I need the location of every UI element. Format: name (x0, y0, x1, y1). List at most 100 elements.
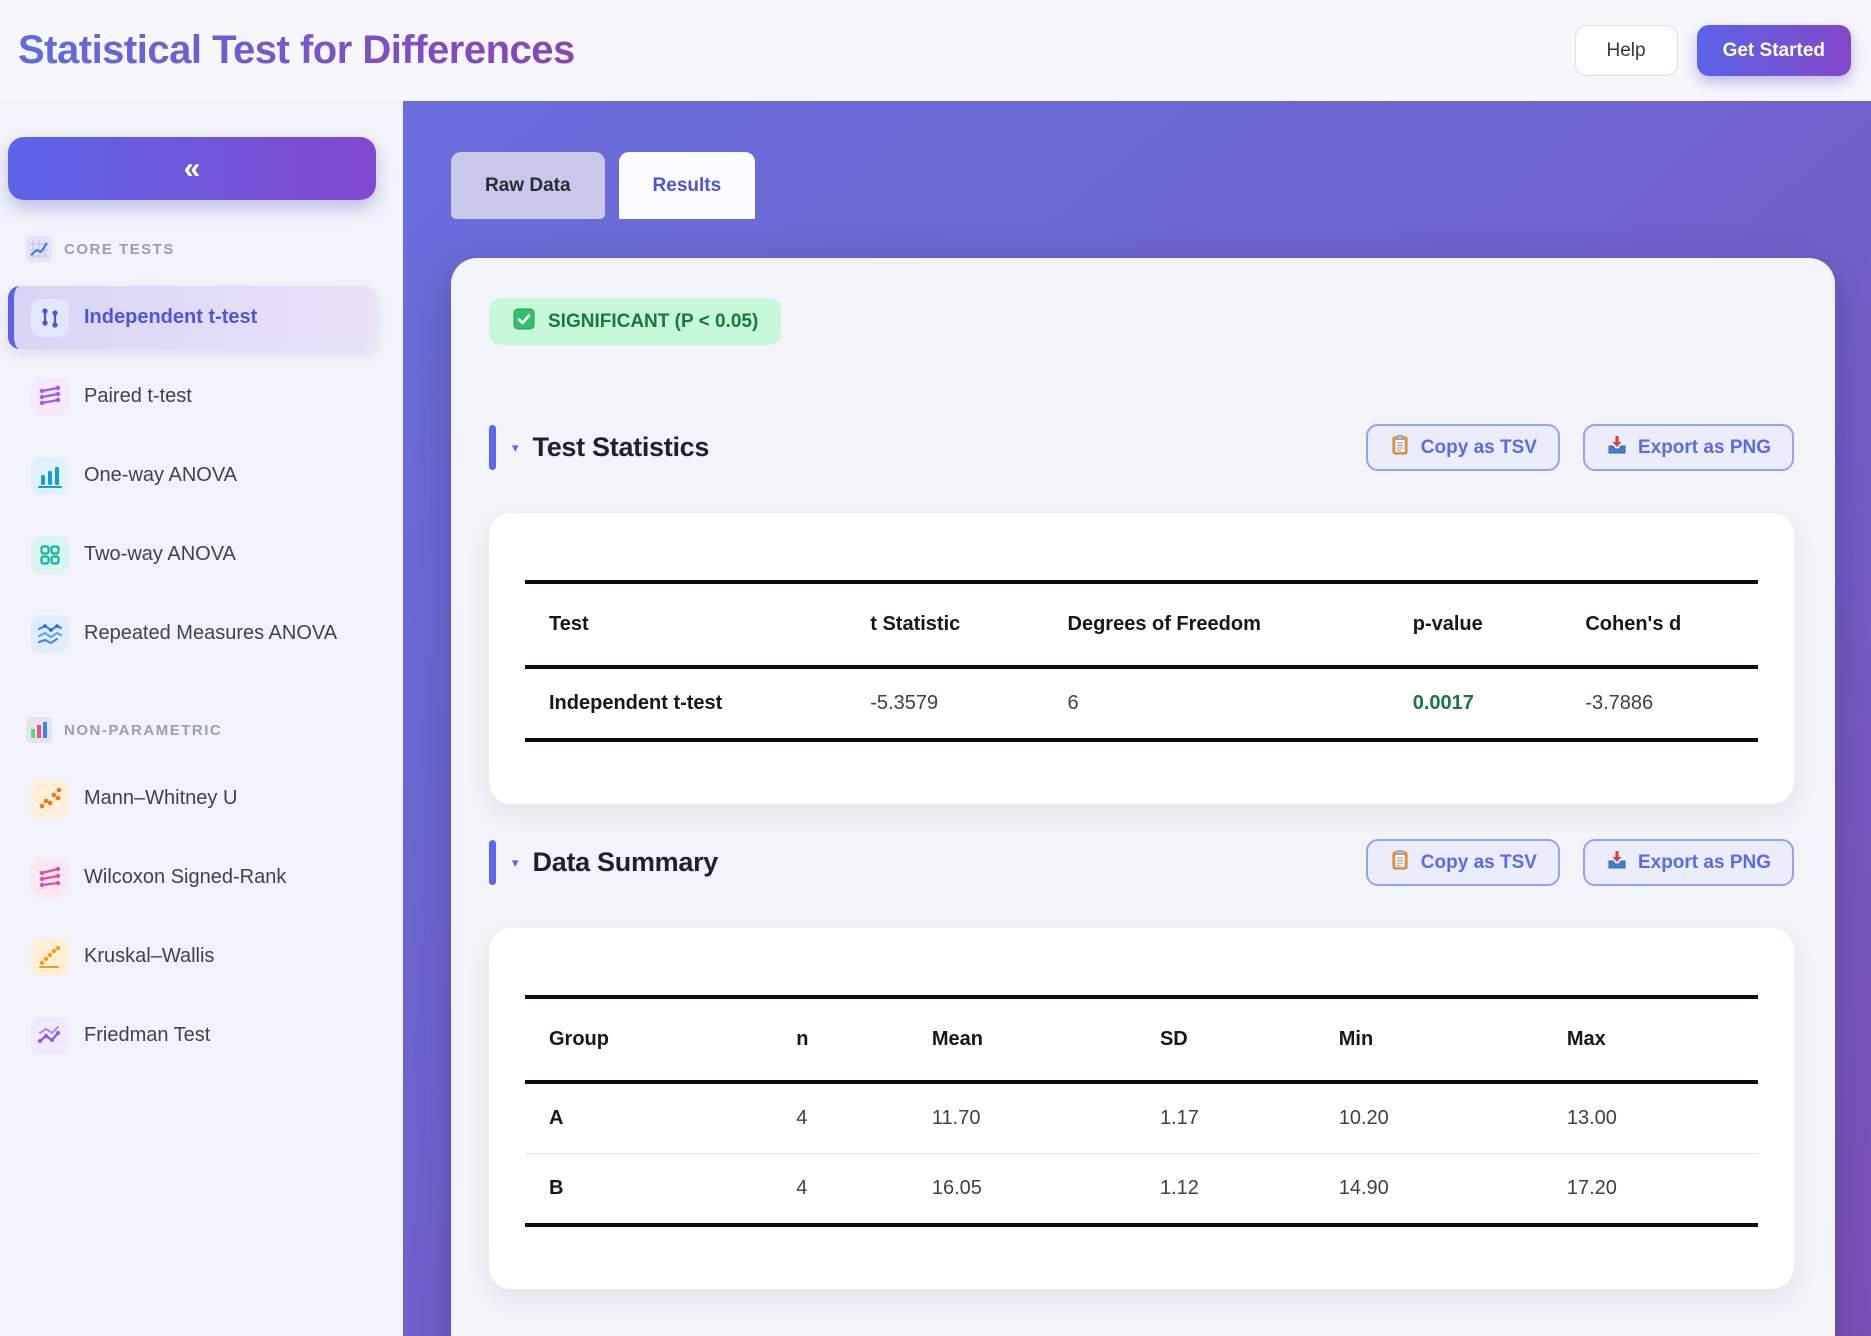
table-row: A 4 11.70 1.17 10.20 13.00 (525, 1082, 1758, 1154)
table-cell: 0.0017 (1412, 692, 1474, 714)
export-png-button[interactable]: Export as PNG (1582, 424, 1794, 471)
data-summary-table: Group n Mean SD Min Max A 4 11.70 1.17 10.20 13.00 B… (525, 995, 1758, 1227)
clipboard-icon (1389, 849, 1411, 877)
table-cell: 1.17 (1159, 1107, 1199, 1129)
sidebar-item-label: Repeated Measures ANOVA (84, 622, 338, 644)
bar-chart-icon (26, 717, 52, 743)
section-accent-bar (489, 840, 496, 885)
collapse-caret-icon[interactable]: ▾ (512, 854, 519, 870)
result-section-test-statistics: ▾ Test Statistics Copy as TSV Export as PNG… (489, 424, 1794, 804)
sidebar-section-text: NON-PARAMETRIC (64, 721, 223, 739)
table-row: Independent t-test -5.3579 6 0.0017 -3.7886 (525, 667, 1758, 740)
sidebar-item-independent-t-test[interactable]: Independent t-test (8, 286, 376, 349)
paired-t-test-icon (31, 377, 69, 416)
result-section-data-summary: ▾ Data Summary Copy as TSV Export as PNG Gro… (489, 839, 1794, 1289)
export-png-label: Export as PNG (1637, 436, 1771, 458)
two-way-anova-icon (31, 535, 69, 574)
section-header: ▾ Test Statistics Copy as TSV Export as PNG (489, 424, 1794, 471)
help-button[interactable]: Help (1574, 25, 1678, 76)
copy-tsv-label: Copy as TSV (1420, 851, 1537, 873)
table-row: B 4 16.05 1.12 14.90 17.20 (525, 1153, 1758, 1225)
table-cell: A (549, 1107, 564, 1129)
copy-tsv-button[interactable]: Copy as TSV (1365, 424, 1560, 471)
sidebar-section-text: CORE TESTS (64, 240, 175, 258)
sidebar: « CORE TESTS Independent t-test Paired t-t… (0, 101, 403, 1336)
download-tray-icon (1606, 434, 1628, 462)
sidebar-item-two-way-anova[interactable]: Two-way ANOVA (8, 523, 376, 586)
table-cell: 1.12 (1159, 1153, 1339, 1225)
repeated-measures-anova-icon (31, 614, 69, 653)
sidebar-nav: CORE TESTS Independent t-test Paired t-tes… (0, 236, 403, 1067)
header-actions: Help Get Started (1574, 25, 1851, 76)
sidebar-item-mann-whitney-u[interactable]: Mann–Whitney U (8, 767, 376, 830)
friedman-test-icon (31, 1016, 69, 1055)
tab-results[interactable]: Results (618, 152, 756, 219)
table-header-cell: t Statistic (870, 582, 1068, 669)
sidebar-item-friedman-test[interactable]: Friedman Test (8, 1004, 376, 1067)
table-header-cell: n (796, 997, 932, 1084)
section-title: Test Statistics (532, 432, 710, 462)
collapse-caret-icon[interactable]: ▾ (512, 439, 519, 455)
app-header: Statistical Test for Differences Help Ge… (0, 0, 1871, 101)
table-cell: -3.7886 (1585, 692, 1654, 714)
sidebar-item-kruskal-wallis[interactable]: Kruskal–Wallis (8, 925, 376, 988)
table-header-cell: Degrees of Freedom (1067, 582, 1413, 669)
main-area: Raw Data Results SIGNIFICANT (P < 0.05) ▾… (403, 101, 1871, 1336)
sidebar-item-label: Kruskal–Wallis (84, 945, 215, 967)
table-cell: -5.3579 (870, 692, 939, 714)
sidebar-item-one-way-anova[interactable]: One-way ANOVA (8, 444, 376, 507)
sidebar-collapse-button[interactable]: « (8, 137, 376, 200)
sidebar-item-label: Paired t-test (84, 385, 192, 407)
sidebar-section-label: CORE TESTS (0, 236, 403, 262)
table-cell: 17.20 (1566, 1153, 1758, 1225)
page-title: Statistical Test for Differences (18, 28, 575, 72)
sidebar-section: CORE TESTS Independent t-test Paired t-tes… (0, 236, 403, 665)
copy-tsv-button[interactable]: Copy as TSV (1365, 839, 1560, 886)
table-header-cell: Cohen's d (1585, 582, 1758, 669)
results-panel: SIGNIFICANT (P < 0.05) ▾ Test Statistics C… (451, 258, 1835, 1336)
section-accent-bar (489, 425, 496, 470)
chart-increasing-icon (26, 236, 52, 262)
clipboard-icon (1389, 434, 1411, 462)
table-cell: 14.90 (1338, 1153, 1567, 1225)
sidebar-item-label: Independent t-test (84, 306, 258, 328)
one-way-anova-icon (31, 456, 69, 495)
table-header-cell: p-value (1412, 582, 1586, 669)
sidebar-item-label: Mann–Whitney U (84, 787, 238, 809)
table-cell: 13.00 (1566, 1107, 1617, 1129)
table-card: Group n Mean SD Min Max A 4 11.70 1.17 10.20 13.00 B… (489, 928, 1794, 1289)
wilcoxon-signed-rank-icon (31, 858, 69, 897)
test-statistics-table: Test t Statistic Degrees of Freedom p-value… (525, 580, 1758, 742)
sidebar-item-label: Wilcoxon Signed-Rank (84, 866, 287, 888)
download-tray-icon (1606, 849, 1628, 877)
table-cell: Independent t-test (549, 692, 723, 714)
sidebar-item-label: One-way ANOVA (84, 464, 238, 486)
get-started-button[interactable]: Get Started (1696, 25, 1851, 76)
result-sections: ▾ Test Statistics Copy as TSV Export as PNG… (489, 424, 1794, 1289)
table-cell: 16.05 (931, 1153, 1160, 1225)
sidebar-item-repeated-measures-anova[interactable]: Repeated Measures ANOVA (8, 602, 376, 665)
sidebar-item-wilcoxon-signed-rank[interactable]: Wilcoxon Signed-Rank (8, 846, 376, 909)
tab-raw-data[interactable]: Raw Data (451, 152, 605, 219)
sidebar-item-label: Two-way ANOVA (84, 543, 236, 565)
section-title: Data Summary (532, 847, 719, 877)
sidebar-item-paired-t-test[interactable]: Paired t-test (8, 365, 376, 428)
sidebar-section-label: NON-PARAMETRIC (0, 717, 403, 743)
independent-t-test-icon (31, 298, 69, 337)
sidebar-item-label: Friedman Test (84, 1024, 211, 1046)
table-cell: 4 (796, 1153, 932, 1225)
significance-badge-label: SIGNIFICANT (P < 0.05) (548, 310, 759, 332)
kruskal-wallis-icon (31, 937, 69, 976)
table-header-cell: Group (525, 997, 797, 1084)
table-header-cell: Max (1566, 997, 1758, 1084)
table-header-row: Test t Statistic Degrees of Freedom p-value… (525, 582, 1758, 669)
table-card: Test t Statistic Degrees of Freedom p-value… (489, 513, 1794, 804)
sidebar-section: NON-PARAMETRIC Mann–Whitney U Wilcoxon Sig… (0, 717, 403, 1067)
table-header-cell: SD (1159, 997, 1339, 1084)
app-body: « CORE TESTS Independent t-test Paired t-t… (0, 101, 1871, 1336)
export-png-label: Export as PNG (1637, 851, 1771, 873)
section-header: ▾ Data Summary Copy as TSV Export as PNG (489, 839, 1794, 886)
copy-tsv-label: Copy as TSV (1420, 436, 1537, 458)
export-png-button[interactable]: Export as PNG (1582, 839, 1794, 886)
